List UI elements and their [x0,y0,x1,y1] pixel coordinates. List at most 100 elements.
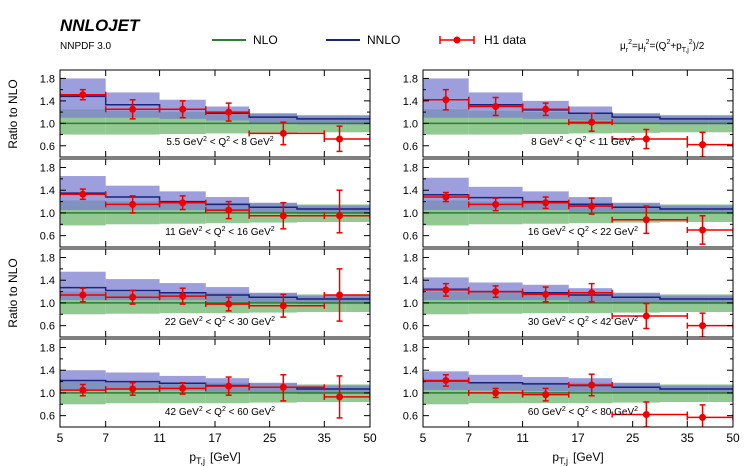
panel-plot-area [423,177,733,245]
y-tick-label: 0.6 [403,411,418,423]
data-point [568,373,613,397]
panel-plot-area [60,370,370,419]
data-point [611,302,689,330]
legend: NLO NNLO H1 data [212,33,526,47]
panel-2: 0.6 1.0 1.4 1.8 8 GeV2 < Q2 < 11 GeV2 [403,69,734,158]
x-tick-label: 5 [420,431,427,445]
y-tick-label: 1.4 [40,275,55,287]
y-tick-label: 0.6 [40,411,55,423]
panel-1: 0.6 1.0 1.4 1.8 5.5 GeV2 < Q2 < 8 GeV2 [40,69,371,158]
data-marker [129,105,137,113]
y-tick-label: 1.8 [403,73,418,85]
y-tick-label: 0.6 [403,321,418,333]
title-nnlojet: NNLOJET [60,16,141,35]
panel-q2-label: 42 GeV2 < Q2 < 60 GeV2 [165,406,275,418]
data-marker [492,200,500,208]
data-marker [129,200,137,208]
data-marker [336,212,344,220]
panel-plot-area [423,277,733,337]
y-tick-label: 1.4 [403,365,418,377]
y-tick-label: 1.8 [40,73,55,85]
panel-5: 0.6 1.0 1.4 1.8 22 GeV2 < Q2 < 30 GeV2 [40,248,371,338]
y-axis-title-top: Ratio to NLO [6,79,20,148]
panel-q2-label: 30 GeV2 < Q2 < 42 GeV2 [528,316,638,328]
panel-7: 0.6 1.0 1.4 1.8 5 7 11 17 25 35 50 42 GeV2 < Q2 < 6… [40,338,377,445]
x-tick-label: 50 [363,431,377,445]
nnlo-band-bin [345,116,370,125]
x-tick-label: 35 [681,431,695,445]
nnlo-band-bin [659,295,709,305]
y-tick-label: 0.6 [40,321,55,333]
data-marker [179,105,187,113]
data-point [60,188,107,201]
data-point [60,383,107,397]
y-tick-label: 0.6 [40,141,55,153]
nnlo-band-bin [659,116,709,125]
data-marker [225,108,233,116]
data-marker [279,212,287,220]
data-point [158,100,207,119]
y-tick-label: 1.8 [40,163,55,175]
data-marker [279,302,287,310]
data-point [467,197,524,212]
panel-plot-area [423,78,733,157]
data-point [686,131,733,157]
data-point [104,289,161,305]
data-point [521,196,570,210]
y-tick-label: 0.6 [403,231,418,243]
y-tick-label: 1.0 [403,298,418,310]
data-point [104,195,161,214]
x-tick-label: 25 [626,431,640,445]
data-point [248,121,326,146]
data-point [423,374,470,387]
y-tick-label: 1.0 [40,118,55,130]
nnlo-band-bin [296,116,346,125]
data-point [158,287,207,305]
data-point [248,293,326,318]
y-tick-label: 1.4 [403,96,418,108]
y-tick-label: 1.8 [40,253,55,265]
panel-q2-label: 5.5 GeV2 < Q2 < 8 GeV2 [166,136,273,148]
y-tick-label: 1.4 [40,365,55,377]
data-point [467,285,524,299]
nnlo-band-bin [249,113,297,124]
data-marker [642,216,650,224]
data-point [248,201,326,230]
x-tick-label: 11 [516,431,529,445]
data-marker [225,300,233,308]
data-marker [129,293,137,301]
panel-q2-label: 22 GeV2 < Q2 < 30 GeV2 [165,316,275,328]
nnlo-band-bin [345,295,370,305]
panel-plot-area [423,371,733,427]
data-marker [588,381,596,389]
data-marker [699,413,707,421]
y-tick-label: 1.4 [403,185,418,197]
panel-6: 0.6 1.0 1.4 1.8 30 GeV2 < Q2 < 42 GeV2 [403,248,734,338]
data-point [423,191,470,203]
data-point [158,195,207,211]
y-tick-label: 1.0 [40,298,55,310]
y-tick-label: 1.4 [403,275,418,287]
data-marker [642,312,650,320]
data-marker [699,226,707,234]
panel-4: 0.6 1.0 1.4 1.8 16 GeV2 < Q2 < 22 GeV2 [403,158,734,248]
x-tick-label: 25 [263,431,277,445]
panel-q2-label: 11 GeV2 < Q2 < 16 GeV2 [165,226,274,238]
data-marker [699,322,707,330]
data-marker [588,289,596,297]
data-marker [542,391,550,399]
scale-label: μr2=μf2=(Q2+pT,j2)/2 [620,39,705,54]
y-tick-label: 1.0 [403,388,418,400]
data-marker [225,206,233,214]
nnlo-band-bin [296,295,346,305]
data-marker [179,199,187,207]
data-point [323,375,370,419]
panel-plot-area [60,176,370,234]
data-marker [179,292,187,300]
data-marker [336,393,344,401]
data-marker [642,135,650,143]
y-tick-label: 1.0 [40,208,55,220]
data-point [568,282,613,303]
x-tick-label: 7 [465,431,472,445]
data-marker [442,193,450,201]
